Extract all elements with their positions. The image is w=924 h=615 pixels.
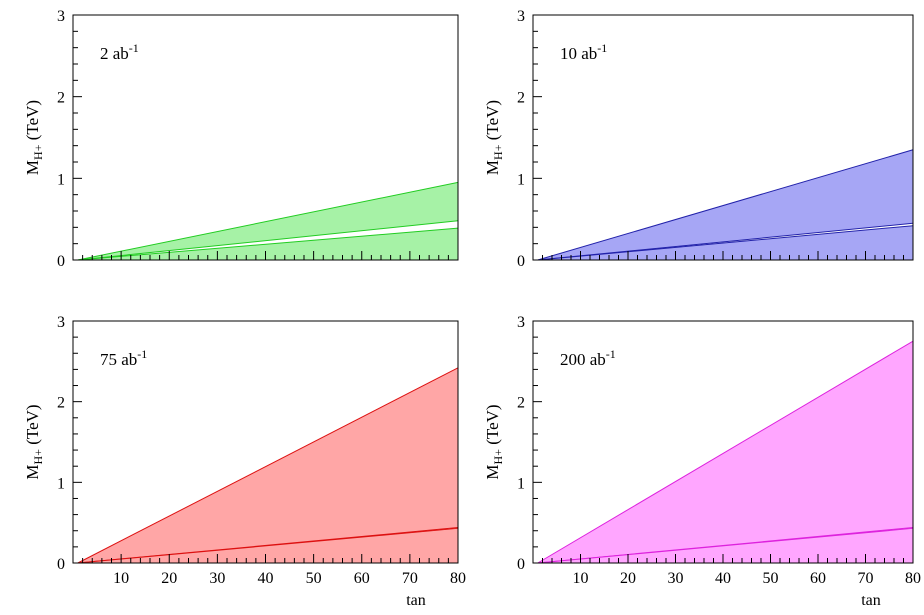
y-tick-label: 3: [517, 314, 525, 331]
band-1-upper-edge: [537, 149, 914, 261]
y-axis-label: MH+ (TeV): [483, 404, 505, 479]
y-tick-label: 0: [57, 253, 65, 270]
band-2-upper-edge: [77, 227, 459, 261]
y-tick-label: 2: [517, 395, 525, 412]
y-axis-label: MH+ (TeV): [23, 100, 45, 175]
luminosity-annotation: 200 ab-1: [560, 347, 616, 369]
x-tick-label: 70: [858, 570, 874, 587]
luminosity-annotation: 2 ab-1: [100, 41, 139, 63]
band-1-upper-edge: [537, 340, 914, 564]
x-tick-label: 60: [810, 570, 826, 587]
x-tick-label: 40: [715, 570, 731, 587]
band-1-lower-edge: [77, 220, 459, 261]
y-tick-label: 3: [517, 8, 525, 25]
luminosity-annotation: 75 ab-1: [100, 347, 147, 369]
luminosity-annotation: 10 ab-1: [560, 41, 607, 63]
x-tick-label: 20: [620, 570, 636, 587]
chart-panel-1: 0 1 2 3 MH+ (TeV) 2 ab-1: [23, 8, 459, 270]
band-2-upper-edge: [77, 527, 459, 564]
x-tick-label: 60: [354, 570, 370, 587]
x-tick-label: 30: [209, 570, 225, 587]
x-tick-label: 20: [161, 570, 177, 587]
chart-panel-4: 0 1 2 3 10 20 30 40 50 60 70 80 tan MH+ (TeV) 200 ab-1: [483, 314, 921, 609]
y-tick-label: 1: [517, 171, 525, 188]
x-tick-label: 70: [402, 570, 418, 587]
x-tick-label: 80: [905, 570, 921, 587]
band-2-upper-edge: [537, 225, 914, 261]
chart-panel-3: 0 1 2 3 10 20 30 40 50 60 70 80 tan MH+ (TeV) 75 ab-1: [23, 314, 466, 609]
y-tick-label: 1: [57, 171, 65, 188]
y-tick-label: 0: [57, 556, 65, 573]
x-tick-label: 40: [258, 570, 274, 587]
x-axis-label: tan: [861, 592, 881, 609]
chart-panel-2: 0 1 2 3 MH+ (TeV) 10 ab-1: [483, 8, 914, 270]
y-tick-label: 2: [57, 395, 65, 412]
band-1-upper-edge: [77, 181, 459, 261]
y-tick-label: 1: [57, 475, 65, 492]
x-tick-label: 30: [668, 570, 684, 587]
x-axis-label: tan: [406, 592, 426, 609]
x-tick-label: 10: [113, 570, 129, 587]
y-tick-label: 2: [517, 90, 525, 107]
x-tick-label: 10: [573, 570, 589, 587]
x-tick-label: 80: [450, 570, 466, 587]
x-tick-label: 50: [306, 570, 322, 587]
band-1-upper-edge: [77, 367, 459, 564]
y-tick-label: 0: [517, 253, 525, 270]
y-axis-label: MH+ (TeV): [23, 404, 45, 479]
x-tick-label: 50: [763, 570, 779, 587]
y-tick-label: 3: [57, 8, 65, 25]
y-tick-label: 0: [517, 556, 525, 573]
band-2-upper-edge: [537, 527, 914, 564]
y-axis-label: MH+ (TeV): [483, 100, 505, 175]
y-tick-label: 2: [57, 90, 65, 107]
y-tick-label: 1: [517, 475, 525, 492]
y-tick-label: 3: [57, 314, 65, 331]
